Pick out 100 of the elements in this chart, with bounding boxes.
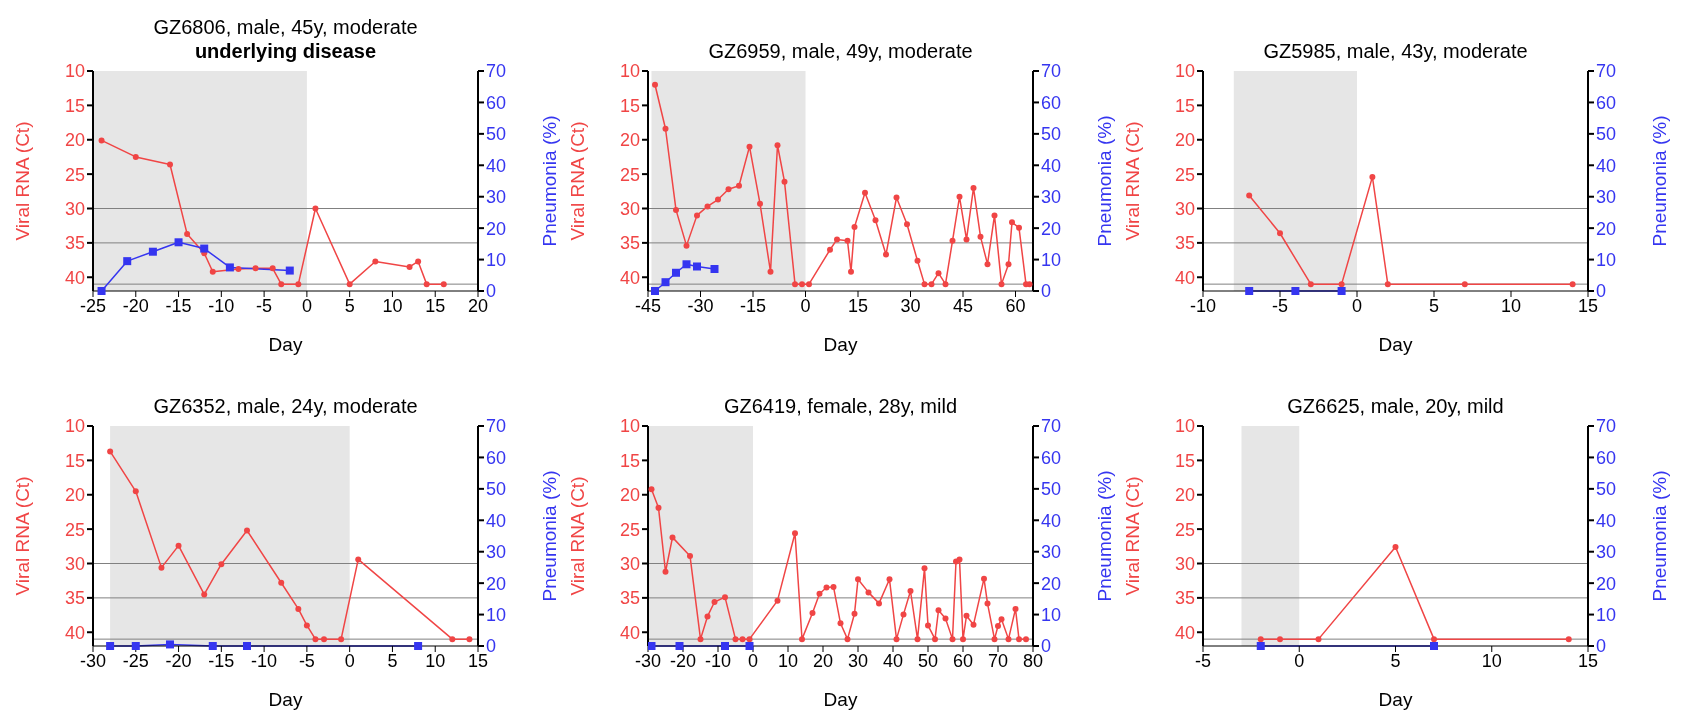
x-tick-label: -5 (256, 295, 273, 316)
y2-tick-label: 50 (1596, 479, 1617, 500)
y2-tick-label: 60 (1596, 447, 1617, 468)
y-tick-label: 15 (619, 450, 640, 471)
x-tick-label: 15 (1577, 650, 1599, 671)
x-tick-label: 0 (344, 650, 355, 671)
x-tick-label: 10 (425, 650, 446, 671)
x-tick-label: -10 (1189, 295, 1217, 316)
y-tick-label: 40 (1174, 267, 1195, 288)
y2-axis-title: Pneumonia (%) (1093, 470, 1115, 602)
y2-tick-label: 40 (1041, 510, 1062, 531)
y2-tick-label: 0 (486, 281, 497, 302)
y2-tick-label: 20 (486, 573, 507, 594)
y-tick-label: 30 (619, 198, 640, 219)
y2-tick-label: 10 (486, 604, 507, 625)
y-tick-label: 10 (64, 416, 85, 437)
y2-tick-label: 20 (1041, 573, 1062, 594)
y-axis-title: Viral RNA (Ct) (11, 476, 33, 596)
y-tick-label: 40 (64, 267, 85, 288)
x-tick-label: 15 (1577, 295, 1599, 316)
y2-tick-label: 40 (1596, 155, 1617, 176)
y2-tick-label: 20 (486, 218, 507, 239)
x-tick-label: -5 (1271, 295, 1289, 316)
x-tick-label: 5 (1428, 295, 1440, 316)
x-tick-label: 45 (952, 295, 974, 316)
y-tick-label: 35 (619, 588, 640, 609)
y2-tick-label: 70 (1041, 61, 1062, 82)
x-axis-title: Day (268, 334, 303, 355)
y2-tick-label: 30 (1596, 187, 1617, 208)
x-axis-title: Day (1378, 689, 1413, 710)
y-tick-label: 15 (64, 95, 85, 116)
y-tick-label: 15 (1174, 95, 1195, 116)
y2-tick-label: 0 (1596, 281, 1607, 302)
x-tick-label: 0 (1351, 295, 1363, 316)
y-tick-label: 40 (64, 622, 85, 643)
y2-tick-label: 20 (1596, 573, 1617, 594)
y-tick-label: 30 (1174, 553, 1195, 574)
x-tick-label: -30 (79, 650, 107, 671)
y2-tick-label: 0 (1596, 636, 1607, 657)
y-tick-label: 20 (1174, 130, 1195, 151)
x-tick-label: 60 (1005, 295, 1026, 316)
x-tick-label: 0 (301, 295, 312, 316)
y2-tick-label: 60 (486, 447, 507, 468)
x-tick-label: -5 (1194, 650, 1212, 671)
y2-tick-label: 50 (486, 479, 507, 500)
x-tick-label: 20 (812, 650, 834, 671)
y2-tick-label: 60 (1041, 92, 1062, 113)
x-tick-label: 5 (1390, 650, 1401, 671)
y-tick-label: 25 (64, 164, 85, 185)
y2-tick-label: 10 (1041, 249, 1062, 270)
y2-tick-label: 50 (1596, 124, 1617, 145)
y2-axis-title: Pneumonia (%) (1648, 115, 1670, 247)
y2-tick-label: 20 (1041, 218, 1062, 239)
y-tick-label: 25 (64, 519, 85, 540)
y-tick-label: 35 (1174, 233, 1195, 254)
y2-tick-label: 50 (1041, 124, 1062, 145)
y-tick-label: 20 (1174, 485, 1195, 506)
y2-tick-label: 10 (1596, 604, 1617, 625)
x-tick-label: -30 (634, 650, 662, 671)
x-tick-label: 15 (467, 650, 489, 671)
y-tick-label: 15 (619, 95, 640, 116)
x-tick-label: -20 (669, 650, 697, 671)
chart-title: GZ6959, male, 49y, moderate (708, 39, 973, 63)
y-tick-label: 30 (619, 553, 640, 574)
chart-title: GZ6419, female, 28y, mild (723, 394, 958, 418)
y2-tick-label: 30 (1041, 542, 1062, 563)
y-tick-label: 40 (1174, 622, 1195, 643)
y2-tick-label: 70 (1596, 61, 1617, 82)
x-tick-label: -10 (704, 650, 732, 671)
y-tick-label: 25 (1174, 164, 1195, 185)
chart-subtitle: underlying disease (194, 39, 377, 63)
y2-tick-label: 50 (486, 124, 507, 145)
y-tick-label: 40 (619, 622, 640, 643)
x-tick-label: -20 (122, 295, 149, 316)
y2-tick-label: 0 (486, 636, 497, 657)
y2-tick-label: 30 (1041, 187, 1062, 208)
y-axis-title: Viral RNA (Ct) (1121, 476, 1143, 596)
x-tick-label: 60 (952, 650, 974, 671)
y-tick-label: 25 (619, 164, 640, 185)
y-axis-title: Viral RNA (Ct) (1121, 121, 1143, 241)
x-tick-label: 0 (800, 295, 811, 316)
y2-tick-label: 50 (1041, 479, 1062, 500)
x-tick-label: -10 (208, 295, 235, 316)
x-tick-label: 5 (387, 650, 398, 671)
y2-axis-title: Pneumonia (%) (538, 470, 560, 602)
x-tick-label: 5 (344, 295, 355, 316)
x-tick-label: 10 (1481, 650, 1502, 671)
x-tick-label: -30 (687, 295, 714, 316)
y-tick-label: 35 (64, 588, 85, 609)
x-axis-title: Day (823, 334, 858, 355)
chart-title: GZ6352, male, 24y, moderate (153, 394, 418, 418)
y2-tick-label: 70 (486, 416, 507, 437)
y2-tick-label: 10 (1596, 249, 1617, 270)
x-axis-title: Day (823, 689, 858, 710)
x-tick-label: 0 (747, 650, 759, 671)
y-tick-label: 30 (64, 553, 85, 574)
y2-tick-label: 60 (1596, 92, 1617, 113)
x-tick-label: 50 (917, 650, 939, 671)
y2-tick-label: 0 (1041, 281, 1052, 302)
y2-tick-label: 30 (1596, 542, 1617, 563)
